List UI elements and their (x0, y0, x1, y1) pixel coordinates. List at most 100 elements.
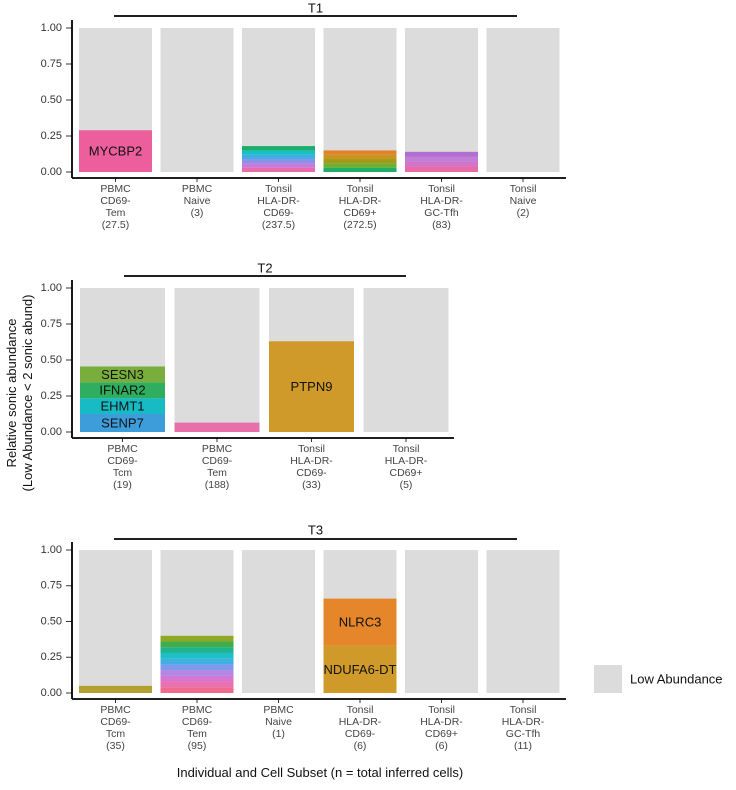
bar-2 (174, 288, 260, 432)
bar-1: MYCBP2 (79, 28, 152, 172)
bar-segment (242, 154, 315, 160)
x-tick-label: Tonsil HLA-DR-CD69+ (5) (385, 443, 428, 491)
bar-6 (486, 550, 560, 693)
segment-label: SENP7 (101, 415, 144, 430)
bar-segment (160, 647, 234, 653)
panel-T3: T3 0.00 0.25 0.50 0.75 1.00 PBMC CD69-Tcm (35) PB… (41, 522, 566, 752)
bar-segment (79, 130, 152, 172)
bar-segment (242, 163, 315, 168)
bar-segment (80, 414, 165, 432)
bar-segment (323, 167, 397, 172)
x-tick-label: Tonsil HLA-DR-GC-Tfh (11) (502, 704, 545, 752)
bar-6 (486, 28, 560, 172)
bar-3 (242, 550, 315, 693)
bar-1 (79, 550, 152, 693)
bar-segment (323, 645, 397, 693)
panel-title: T1 (308, 0, 323, 15)
x-tick-label: Tonsil HLA-DR-CD69-(33) (290, 443, 333, 491)
x-tick-label: PBMC Naive (3) (182, 183, 213, 219)
y-tick-label: 0.00 (41, 166, 62, 178)
bar-segment (160, 664, 234, 671)
segment-label: IFNAR2 (99, 383, 145, 398)
bar-segment (323, 159, 397, 164)
bar-2 (160, 28, 234, 172)
y-tick-label: 0.00 (41, 687, 62, 699)
bar-segment (323, 150, 397, 155)
bar-segment (405, 161, 478, 167)
y-tick-label: 0.50 (41, 94, 62, 106)
bar-low-abundance (405, 28, 478, 172)
bar-low-abundance (363, 288, 449, 432)
bar-segment (174, 422, 260, 432)
x-axis-title: Individual and Cell Subset (n = total in… (177, 765, 464, 780)
bar-3: PTPN9 (269, 288, 354, 432)
y-tick-label: 0.75 (41, 58, 62, 70)
bar-low-abundance (405, 550, 478, 693)
bar-segment (79, 685, 152, 693)
y-tick-label: 0.00 (41, 426, 62, 438)
bar-segment (323, 163, 397, 168)
bar-segment (242, 159, 315, 164)
bar-segment (80, 366, 165, 383)
bar-4: NDUFA6-DT NLRC3 (323, 550, 397, 693)
panel-title: T2 (257, 260, 272, 275)
bar-segment (323, 598, 397, 646)
x-tick-label: PBMC CD69-Tem (188) (202, 443, 233, 491)
bar-segment (405, 156, 478, 162)
segment-label: EHMT1 (100, 399, 144, 414)
x-tick-label: Tonsil HLA-DR-CD69-(6) (339, 704, 382, 752)
bar-low-abundance (323, 28, 397, 172)
bar-segment (405, 166, 478, 172)
bar-segment (160, 681, 234, 688)
segment-label: NLRC3 (339, 615, 382, 630)
bar-low-abundance (242, 550, 315, 693)
bar-3 (242, 28, 315, 172)
x-tick-label: PBMC CD69-Tcm (35) (100, 704, 131, 752)
bar-5 (405, 550, 478, 693)
y-tick-label: 1.00 (41, 22, 62, 34)
bar-5 (405, 28, 478, 172)
segment-label: SESN3 (101, 367, 144, 382)
y-axis-title-text: Relative sonic abundance(Low Abundance <… (4, 295, 35, 492)
bar-segment (160, 670, 234, 676)
y-tick-label: 1.00 (41, 544, 62, 556)
panel-T2: T2 0.00 0.25 0.50 0.75 1.00 SENP7EHMT1IFNAR2SE… (41, 260, 454, 491)
bar-low-abundance (79, 550, 152, 693)
bar-segment (405, 151, 478, 157)
bar-low-abundance (486, 550, 560, 693)
y-tick-label: 0.75 (41, 318, 62, 330)
x-tick-label: Tonsil HLA-DR-GC-Tfh (83) (420, 183, 463, 231)
x-tick-label: PBMC CD69-Tem (95) (182, 704, 213, 752)
x-tick-label: PBMC Naive (1) (263, 704, 294, 740)
bar-segment (160, 675, 234, 682)
bar-segment (160, 687, 234, 693)
bar-segment (269, 341, 354, 432)
bar-4 (363, 288, 449, 432)
bar-low-abundance (174, 288, 260, 432)
y-tick-label: 1.00 (41, 282, 62, 294)
y-tick-label: 0.75 (41, 580, 62, 592)
segment-label: PTPN9 (291, 379, 333, 394)
y-tick-label: 0.50 (41, 354, 62, 366)
bar-2 (160, 550, 234, 693)
x-tick-label: Tonsil Naive (2) (510, 183, 537, 219)
x-tick-label: Tonsil HLA-DR-CD69-(237.5) (257, 183, 300, 231)
y-tick-label: 0.25 (41, 390, 62, 402)
bar-segment (160, 652, 234, 659)
bar-segment (160, 635, 234, 642)
legend-label: Low Abundance (630, 671, 723, 686)
y-tick-label: 0.25 (41, 651, 62, 663)
bar-segment (242, 150, 315, 155)
segment-label: MYCBP2 (89, 144, 142, 159)
legend: Low Abundance (594, 665, 723, 693)
bar-segment (80, 398, 165, 414)
bar-low-abundance (160, 28, 234, 172)
bar-segment (242, 146, 315, 151)
panel-T1: T1 0.00 0.25 0.50 0.75 1.00 MYCBP2 PBMC CD69-Tem… (41, 0, 566, 231)
panel-title: T3 (308, 522, 323, 537)
legend-swatch (594, 665, 622, 693)
bar-segment (160, 641, 234, 648)
x-tick-label: PBMC CD69-Tem (27.5) (100, 183, 131, 231)
